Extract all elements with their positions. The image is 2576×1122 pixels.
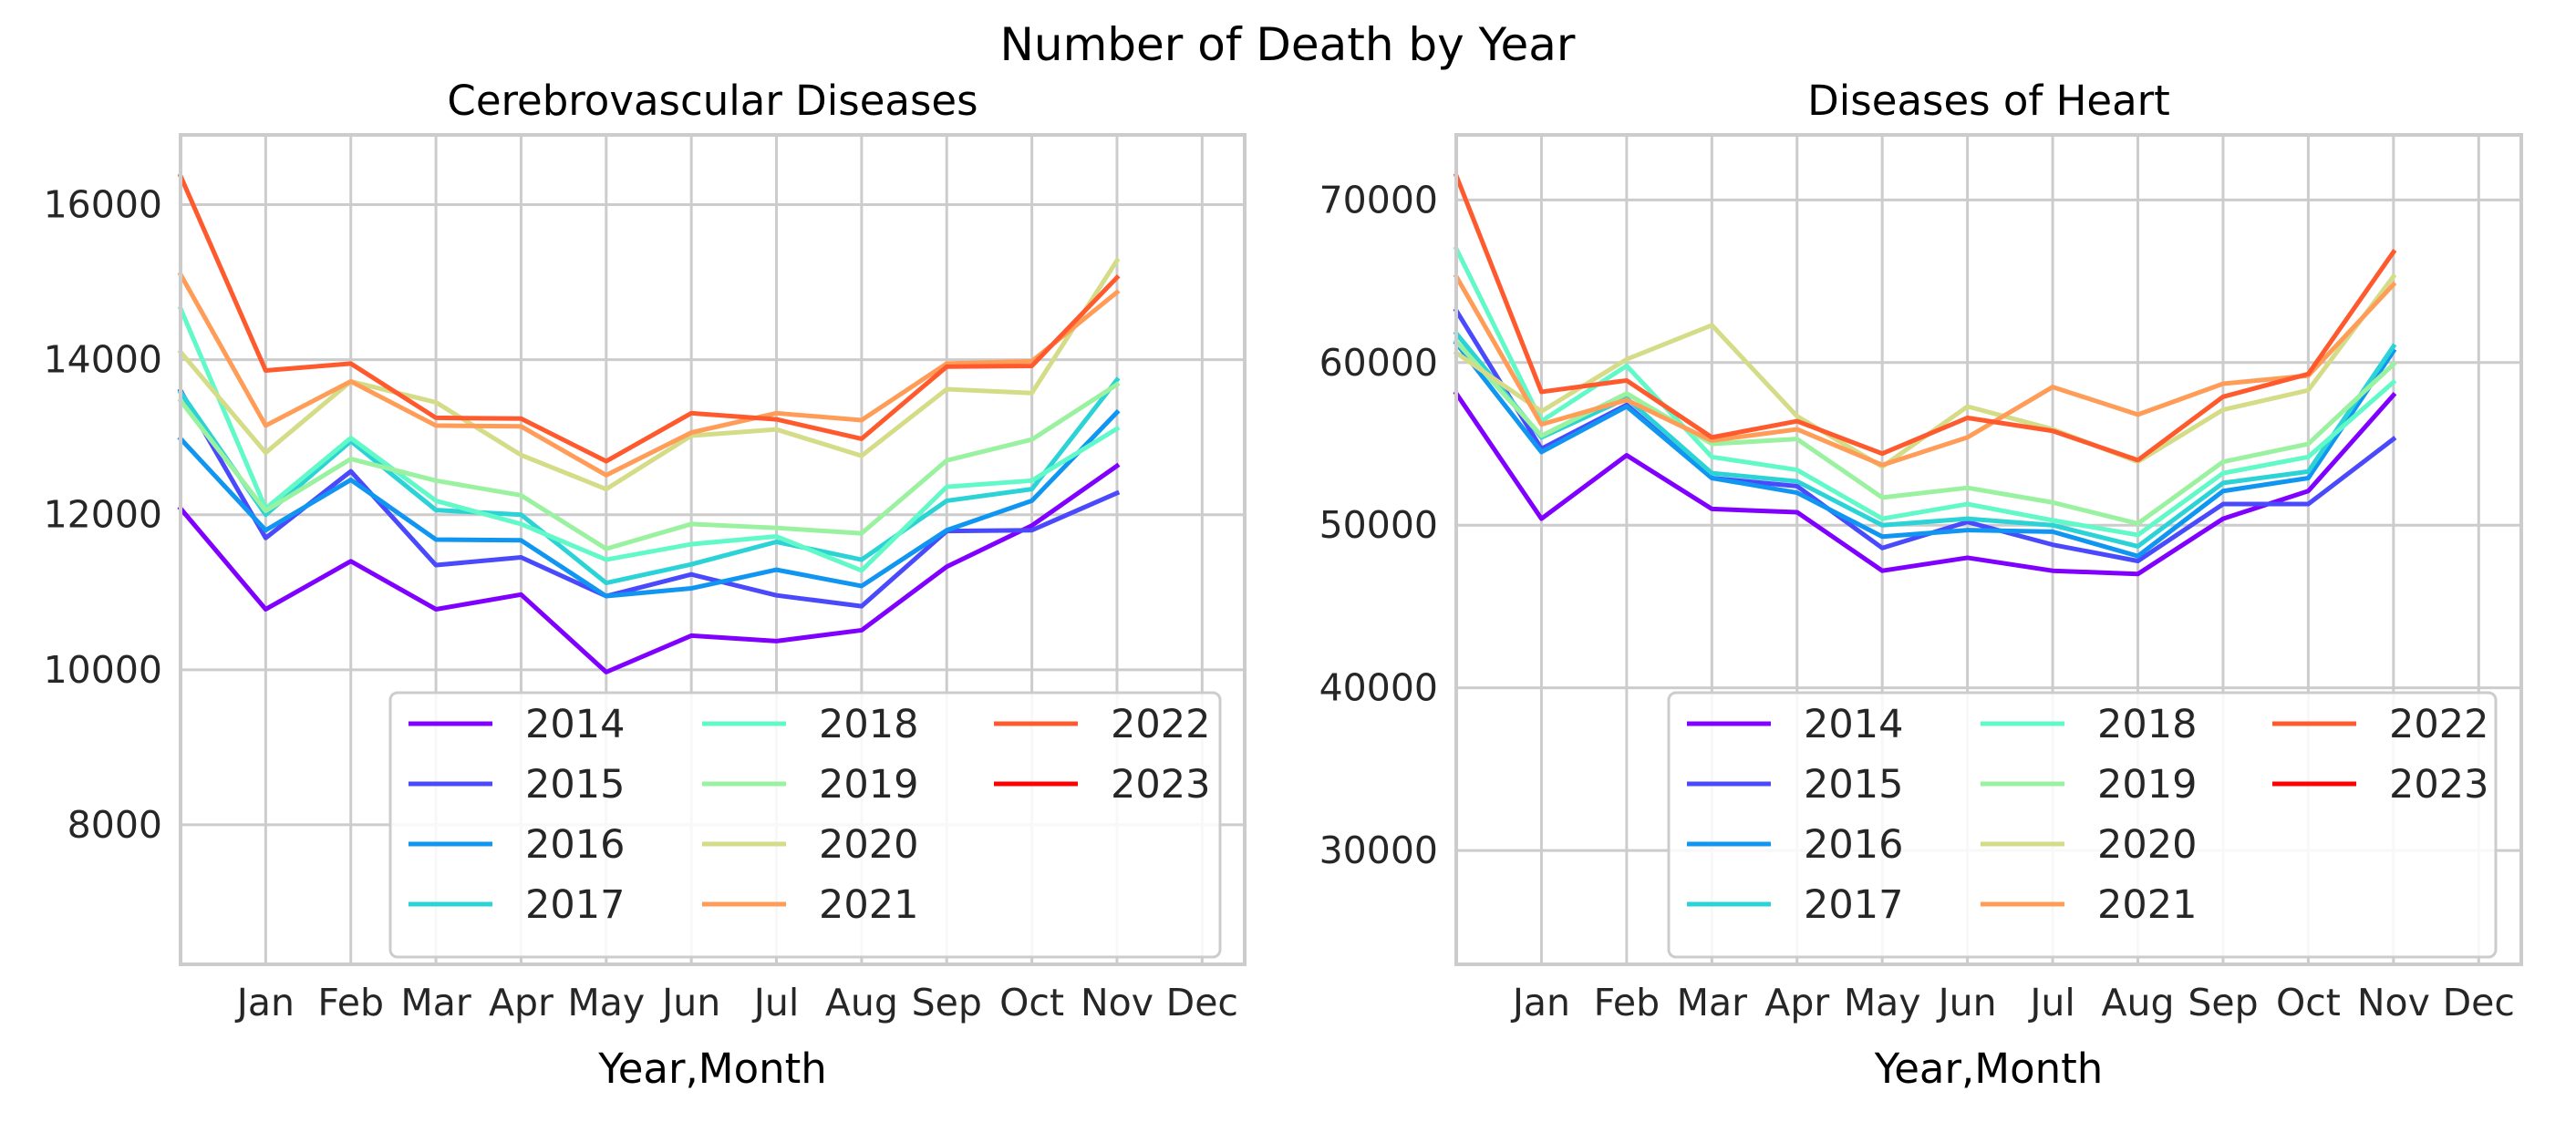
series-line-2020: [177, 257, 1121, 492]
x-tick-label: Jan: [1510, 981, 1570, 1024]
y-tick-label: 70000: [1319, 178, 1438, 221]
x-tick-label: May: [1844, 981, 1921, 1024]
legend-box: [388, 691, 1222, 959]
x-tick-label: May: [567, 981, 645, 1024]
legend-label-2015: 2015: [525, 762, 625, 808]
x-tick-label: Sep: [912, 981, 982, 1024]
legend-label-2018: 2018: [2097, 702, 2197, 747]
chart-panel-heart: Jan Feb Mar Apr May Jun Jul Aug Sep Oct Nov Dec 3000…: [1319, 77, 2523, 1093]
y-tick-label: 40000: [1319, 666, 1438, 710]
chart-panel-cerebrovascular: Jan Feb Mar Apr May Jun Jul Aug Sep Oct Nov Dec 8000…: [44, 77, 1247, 1093]
legend-label-2022: 2022: [2389, 702, 2488, 747]
y-tick-label: 8000: [67, 803, 162, 847]
legend-label-2015: 2015: [1804, 762, 1903, 808]
x-tick-label: Aug: [825, 981, 898, 1024]
x-tick-label: Nov: [1081, 981, 1154, 1024]
y-tick-label: 60000: [1319, 341, 1438, 385]
x-tick-label: Dec: [2443, 981, 2515, 1024]
series-line-2014: [177, 462, 1121, 674]
x-tick-label: Jun: [1936, 981, 1997, 1024]
y-tick-label: 14000: [44, 338, 162, 382]
legend-label-2021: 2021: [819, 882, 918, 928]
legend-label-2020: 2020: [2097, 822, 2197, 868]
legend-label-2023: 2023: [2389, 762, 2488, 808]
legend-label-2016: 2016: [525, 822, 625, 868]
series-line-2016: [177, 408, 1121, 599]
legend-label-2021: 2021: [2097, 882, 2197, 928]
series-line-2015: [177, 387, 1121, 609]
x-tick-label: Aug: [2101, 981, 2174, 1024]
y-tick-label: 16000: [44, 183, 162, 227]
x-tick-label: Sep: [2188, 981, 2258, 1024]
x-tick-label: Oct: [999, 981, 1064, 1024]
axes-frame: [179, 133, 1247, 966]
series-line-2014: [1453, 390, 2397, 577]
x-tick-label: Mar: [1677, 981, 1747, 1024]
legend: 2014 2015 2016 2017 2018 2019 2020 2021 2022 2023: [1667, 691, 2498, 959]
x-tick-label: Jul: [2027, 981, 2074, 1024]
series-line-2016: [1453, 339, 2397, 559]
legend-box: [1667, 691, 2498, 959]
chart-title: Cerebrovascular Diseases: [447, 77, 978, 125]
x-axis-label: Year,Month: [1874, 1045, 2104, 1093]
series-line-2019: [177, 381, 1121, 551]
series-line-2017: [177, 376, 1121, 586]
legend-label-2020: 2020: [819, 822, 918, 868]
x-tick-label: Feb: [1594, 981, 1660, 1024]
series-line-2022: [1453, 172, 2397, 463]
y-tick-label: 50000: [1319, 503, 1438, 547]
series-line-2019: [1453, 338, 2397, 526]
chart-title: Diseases of Heart: [1807, 77, 2170, 125]
x-tick-label: Nov: [2357, 981, 2430, 1024]
x-axis-label: Year,Month: [597, 1045, 827, 1093]
legend-label-2014: 2014: [1804, 702, 1903, 747]
legend-label-2016: 2016: [1804, 822, 1903, 868]
figure-title: Number of Death by Year: [999, 18, 1575, 71]
legend-label-2018: 2018: [819, 702, 918, 747]
x-tick-label: Apr: [489, 981, 553, 1024]
x-tick-label: Jun: [659, 981, 720, 1024]
legend-label-2023: 2023: [1111, 762, 1210, 808]
legend-label-2019: 2019: [2097, 762, 2197, 808]
y-tick-label: 30000: [1319, 829, 1438, 872]
series-line-2021: [177, 271, 1121, 478]
series-line-2018: [177, 305, 1121, 573]
legend-label-2017: 2017: [1804, 882, 1903, 928]
x-tick-label: Oct: [2276, 981, 2341, 1024]
series-line-2021: [1453, 273, 2397, 468]
legend-label-2014: 2014: [525, 702, 625, 747]
x-tick-label: Dec: [1166, 981, 1238, 1024]
x-tick-label: Mar: [400, 981, 471, 1024]
axes-frame: [1454, 133, 2523, 966]
series-line-2022: [177, 172, 1121, 464]
legend-label-2019: 2019: [819, 762, 918, 808]
series-line-2018: [1453, 245, 2397, 538]
x-tick-label: Jul: [751, 981, 799, 1024]
x-tick-label: Apr: [1764, 981, 1829, 1024]
legend-label-2017: 2017: [525, 882, 625, 928]
y-tick-label: 10000: [44, 648, 162, 692]
legend-label-2022: 2022: [1111, 702, 1210, 747]
x-tick-label: Jan: [234, 981, 295, 1024]
legend: 2014 2015 2016 2017 2018 2019 2020 2021 2022 2023: [388, 691, 1222, 959]
y-tick-label: 12000: [44, 493, 162, 537]
x-tick-label: Feb: [317, 981, 384, 1024]
